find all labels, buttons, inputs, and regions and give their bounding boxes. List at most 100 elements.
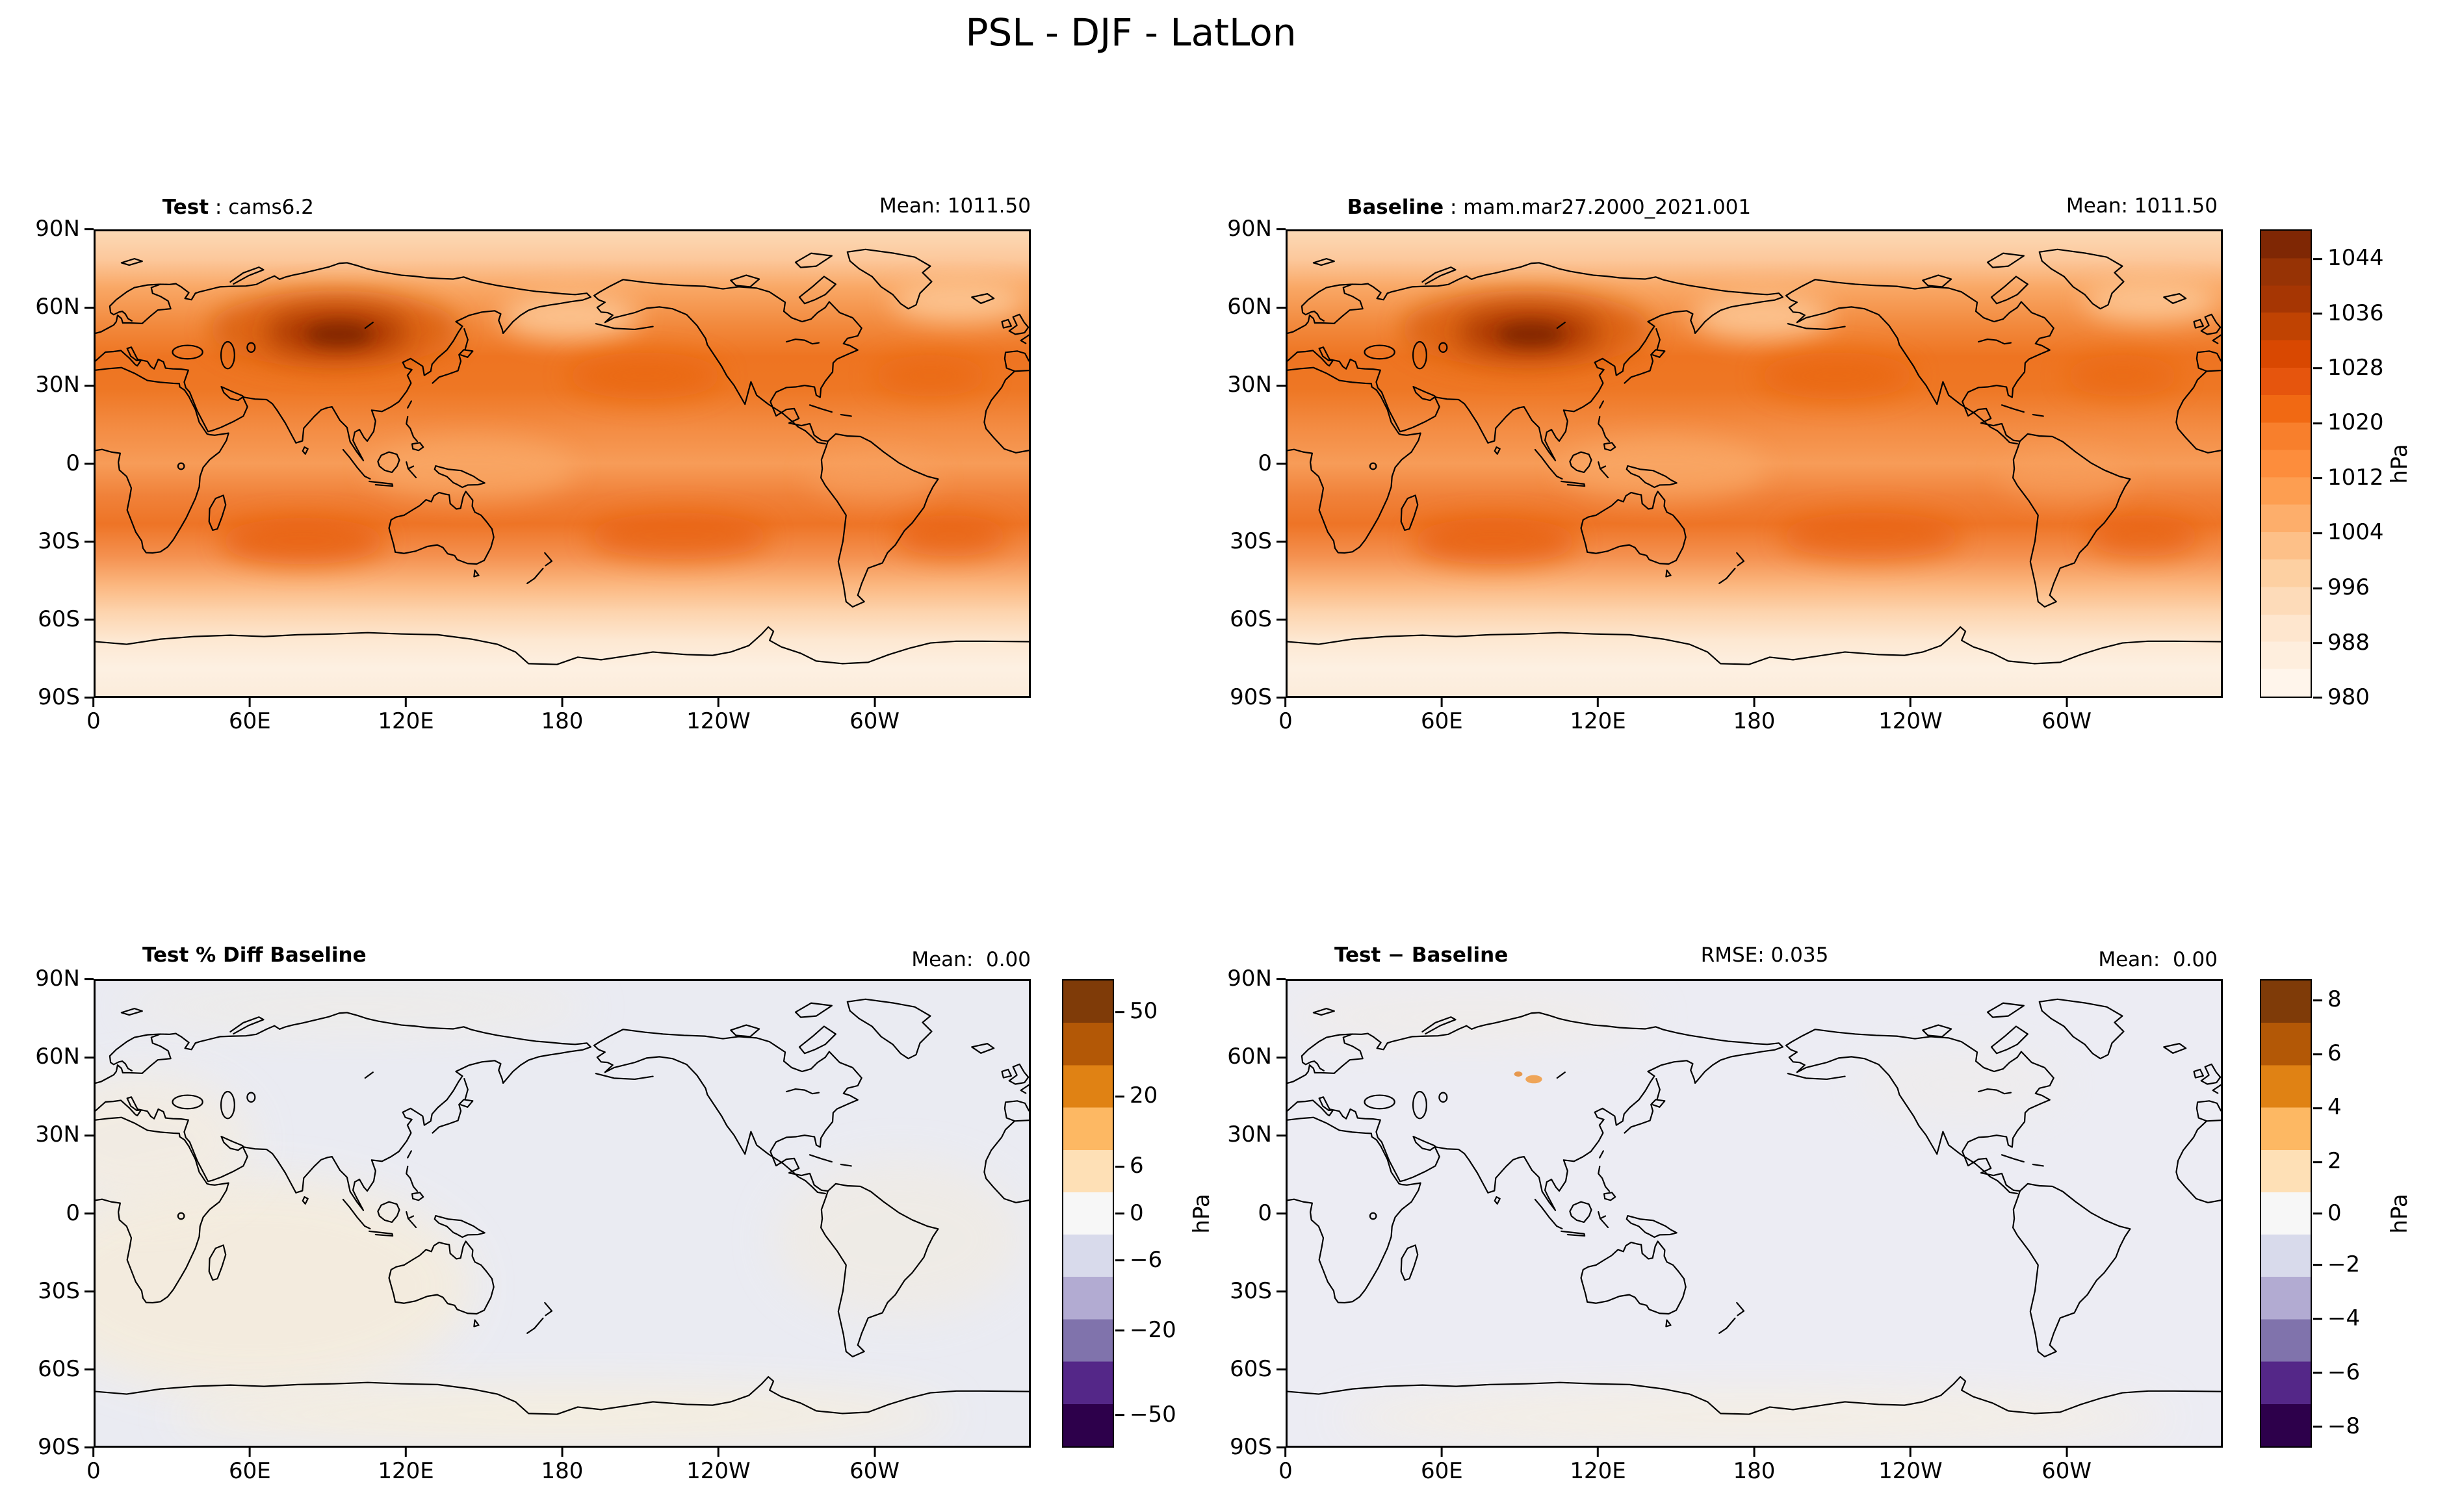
colorbar-tick-label: −8 xyxy=(2327,1413,2361,1439)
longitude-tick-label: 60E xyxy=(1421,708,1463,734)
longitude-tick-label: 180 xyxy=(541,708,584,734)
longitude-tick-label: 180 xyxy=(541,1458,584,1484)
longitude-tick: 0 xyxy=(86,698,101,734)
tick-mark xyxy=(1276,384,1286,387)
tick-mark xyxy=(2313,257,2322,260)
colorbar-tick: 0 xyxy=(2313,1199,2342,1226)
tick-mark xyxy=(2313,532,2322,534)
tick-mark xyxy=(717,698,719,707)
tick-mark xyxy=(84,1212,94,1214)
latitude-tick-label: 90S xyxy=(1230,684,1272,711)
tick-mark xyxy=(1276,1134,1286,1136)
pct-diff-colorbar: 50 20 6 0 −6 −20 −50 hPa xyxy=(1062,979,1215,1448)
tick-mark xyxy=(874,1448,876,1457)
latitude-tick-label: 30N xyxy=(35,372,80,398)
pct-diff-latitude-axis: 90N 60N 30N 0 30S 60S 90S xyxy=(0,967,94,1459)
tick-mark xyxy=(84,1290,94,1293)
page-title: PSL - DJF - LatLon xyxy=(965,10,1297,55)
tick-mark xyxy=(2313,1264,2322,1266)
latitude-tick-label: 90S xyxy=(38,684,80,711)
diff-title: Test − Baseline xyxy=(1334,943,1509,967)
tick-mark xyxy=(248,1448,251,1457)
diff-colorbar: 8 6 4 2 0 −2 −4 −6 −8 hPa xyxy=(2260,979,2413,1448)
colorbar-tick-label: 988 xyxy=(2327,629,2370,656)
tick-mark xyxy=(2313,313,2322,315)
latitude-tick-label: 30S xyxy=(38,1277,80,1304)
baseline-latitude-axis: 90N 60N 30N 0 30S 60S 90S xyxy=(1182,217,1286,709)
colorbar-tick-label: 6 xyxy=(1130,1153,1144,1179)
colorbar-tick: 2 xyxy=(2313,1150,2342,1173)
tick-mark xyxy=(2313,1053,2322,1055)
tick-mark xyxy=(84,697,94,699)
longitude-tick: 180 xyxy=(541,698,584,734)
baseline-case-name: : mam.mar27.2000_2021.001 xyxy=(1444,196,1752,219)
longitude-tick: 120E xyxy=(378,698,434,734)
test-latitude-axis: 90N 60N 30N 0 30S 60S 90S xyxy=(0,217,94,709)
longitude-tick: 60W xyxy=(2041,1448,2092,1483)
latitude-tick: 30S xyxy=(38,530,94,554)
pct-diff-colorbar-gradient xyxy=(1062,979,1114,1448)
tick-mark xyxy=(1276,463,1286,465)
latitude-tick: 90S xyxy=(38,686,94,710)
tick-mark xyxy=(84,1056,94,1058)
latitude-tick-label: 60S xyxy=(38,1355,80,1382)
longitude-tick: 180 xyxy=(1733,1448,1775,1483)
latitude-tick: 60N xyxy=(1227,296,1286,319)
pct-diff-colorbar-ticks: 50 20 6 0 −6 −20 −50 xyxy=(1115,979,1213,1448)
top-colorbar: 1044 1036 1028 1020 1012 1004 996 988 980 hPa xyxy=(2260,229,2413,709)
longitude-tick: 60W xyxy=(849,698,900,734)
tick-mark xyxy=(1440,1448,1443,1457)
diff-rmse: RMSE: 0.035 xyxy=(1700,943,1829,967)
tick-mark xyxy=(405,1448,408,1457)
latitude-tick: 30S xyxy=(1230,530,1286,554)
longitude-tick: 0 xyxy=(1278,698,1293,734)
tick-mark xyxy=(1276,978,1286,980)
colorbar-tick: −6 xyxy=(2313,1361,2360,1385)
longitude-tick: 120E xyxy=(1570,698,1626,734)
longitude-tick: 120E xyxy=(1570,1448,1626,1483)
pct-diff-title: Test % Diff Baseline xyxy=(142,943,367,967)
latitude-tick-label: 90N xyxy=(1227,966,1272,992)
tick-mark xyxy=(1276,541,1286,543)
diff-map-panel: 90N 60N 30N 0 30S 60S 90S 0 60E 120E 180 120W 60W xyxy=(1227,967,2223,1483)
latitude-tick-label: 30S xyxy=(1230,528,1272,554)
tick-mark xyxy=(92,1448,95,1457)
colorbar-tick-label: 1036 xyxy=(2327,300,2384,326)
colorbar-tick: 1004 xyxy=(2313,521,2384,545)
diff-latitude-axis: 90N 60N 30N 0 30S 60S 90S xyxy=(1182,967,1286,1459)
latitude-tick: 60N xyxy=(35,296,94,319)
latitude-tick-label: 90N xyxy=(1227,216,1272,242)
latitude-tick-label: 60N xyxy=(35,1044,80,1070)
longitude-tick-label: 120E xyxy=(378,708,434,734)
tick-mark xyxy=(1753,1448,1756,1457)
latitude-tick: 90N xyxy=(1227,967,1286,991)
tick-mark xyxy=(1753,698,1756,707)
longitude-tick-label: 120W xyxy=(1878,1458,1943,1484)
latitude-tick-label: 60N xyxy=(1227,294,1272,320)
latitude-tick: 0 xyxy=(1258,452,1286,476)
tick-mark xyxy=(1115,1010,1124,1013)
latitude-tick-label: 0 xyxy=(1258,1199,1272,1226)
colorbar-tick: −2 xyxy=(2313,1253,2360,1277)
colorbar-tick-label: 0 xyxy=(2327,1199,2342,1226)
longitude-tick-label: 180 xyxy=(1733,708,1776,734)
tick-mark xyxy=(1115,1329,1124,1332)
longitude-tick: 60W xyxy=(2041,698,2092,734)
longitude-tick-label: 0 xyxy=(86,1458,101,1484)
colorbar-tick-label: 4 xyxy=(2327,1094,2342,1121)
latitude-tick-label: 0 xyxy=(1258,450,1272,476)
tick-mark xyxy=(1597,698,1600,707)
diff-colorbar-unit-label: hPa xyxy=(2387,1193,2413,1234)
latitude-tick: 60N xyxy=(35,1045,94,1069)
diff-colorbar-gradient xyxy=(2260,979,2312,1448)
longitude-tick: 120W xyxy=(686,1448,751,1483)
tick-mark xyxy=(1284,1448,1287,1457)
diff-longitude-axis: 0 60E 120E 180 120W 60W xyxy=(1278,1448,2223,1500)
latitude-tick: 90S xyxy=(1230,1435,1286,1459)
test-label: Test xyxy=(162,196,209,219)
longitude-tick: 120W xyxy=(1878,698,1943,734)
tick-mark xyxy=(84,541,94,543)
tick-mark xyxy=(2313,477,2322,480)
colorbar-tick: 1012 xyxy=(2313,466,2384,490)
latitude-tick: 60N xyxy=(1227,1045,1286,1069)
